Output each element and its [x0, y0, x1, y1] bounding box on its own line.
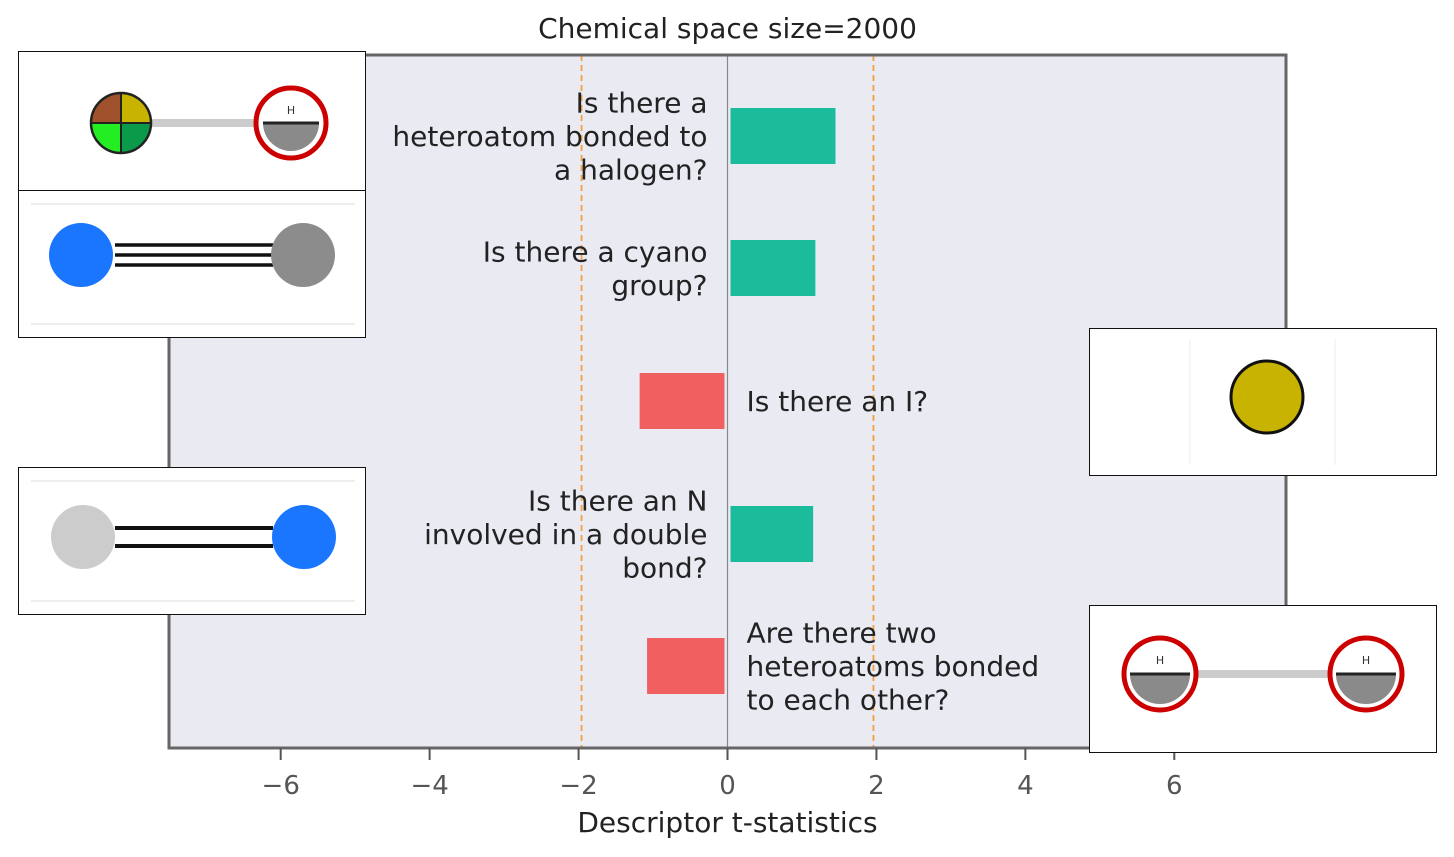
bar-label-line: heteroatoms bonded: [747, 650, 1040, 683]
bar-label-line: Is there an N: [528, 485, 707, 518]
bar-label-line: heteroatom bonded to: [392, 120, 707, 153]
atom-label: H: [1156, 654, 1164, 667]
bar-label: Is there an I?: [747, 385, 929, 418]
x-tick-label: −6: [262, 771, 300, 801]
bar-label-line: Are there two: [747, 617, 937, 650]
bar-label-line: Is there a cyano: [483, 235, 708, 268]
bar-label: Is there a heteroatom bonded to a halogen?: [392, 87, 707, 187]
bar: [730, 240, 816, 296]
x-tick-label: 0: [719, 771, 736, 801]
bar: [647, 638, 725, 694]
bar-label-line: to each other?: [747, 684, 950, 717]
thumbnail-n-double-bond: [18, 467, 366, 615]
x-tick-label: 6: [1166, 771, 1183, 801]
thumbnail-cyano-group: [18, 190, 366, 338]
bar-label-line: a halogen?: [554, 154, 707, 187]
chart-title: Chemical space size=2000: [538, 12, 917, 45]
bar: [639, 373, 725, 429]
atom-label: H: [1362, 654, 1370, 667]
iodine-atom-icon: [1189, 339, 1336, 465]
bar-label-line: group?: [611, 269, 707, 302]
hydrogen-hydrogen-bond-icon: H H: [1121, 635, 1405, 713]
atom-with-hydrogen-bond-icon: H: [89, 85, 329, 161]
x-tick-label: 4: [1017, 771, 1034, 801]
bar: [730, 108, 836, 164]
x-tick-label: −2: [559, 771, 597, 801]
triple-bond-icon: [31, 203, 355, 325]
atom-label: H: [287, 104, 295, 117]
x-axis-label: Descriptor t-statistics: [577, 806, 878, 839]
bar-label: Is there a cyano group?: [483, 235, 708, 302]
thumbnail-two-heteroatoms: H H: [1089, 605, 1437, 753]
double-bond-icon: [31, 480, 355, 602]
thumbnail-heteroatom-halogen: H: [18, 51, 366, 191]
bar-label-line: Is there an I?: [747, 385, 929, 418]
bar-label: Are there two heteroatoms bonded to each o…: [747, 617, 1040, 717]
thumbnail-iodine: [1089, 328, 1437, 476]
bar: [730, 506, 814, 562]
x-tick-label: −4: [410, 771, 448, 801]
bar-label-line: involved in a double: [424, 518, 707, 551]
x-tick-label: 2: [868, 771, 885, 801]
bar-label-line: bond?: [622, 552, 707, 585]
bar-label-line: Is there a: [576, 87, 708, 120]
